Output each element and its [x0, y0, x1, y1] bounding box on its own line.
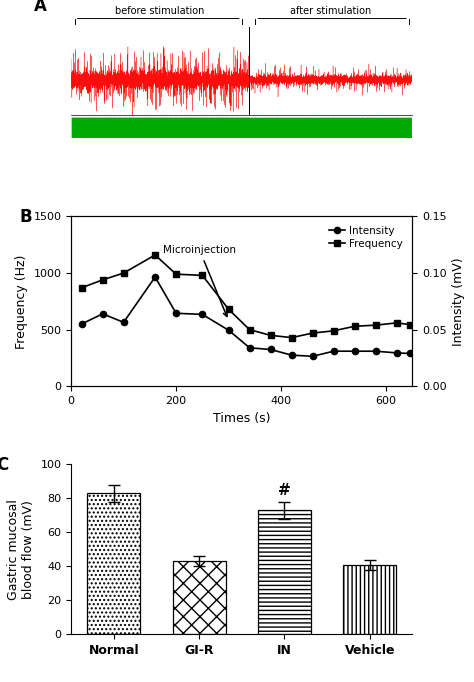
Intensity — [310, 352, 316, 360]
Frequency — [79, 284, 84, 292]
Y-axis label: Intensity (mV): Intensity (mV) — [452, 257, 465, 346]
Frequency — [100, 276, 105, 284]
Intensity — [407, 349, 412, 357]
Y-axis label: Frequency (Hz): Frequency (Hz) — [15, 254, 28, 349]
Text: #: # — [278, 483, 291, 498]
Text: C: C — [0, 456, 8, 474]
Bar — [87, 493, 140, 634]
Intensity — [352, 347, 357, 355]
Text: A: A — [34, 0, 46, 15]
Bar — [258, 510, 311, 634]
Legend: Intensity, Frequency: Intensity, Frequency — [325, 222, 407, 253]
Intensity — [226, 326, 231, 334]
Frequency — [331, 327, 337, 335]
Frequency — [268, 331, 273, 340]
Line: Frequency: Frequency — [79, 252, 413, 341]
Bar — [343, 565, 396, 634]
Intensity — [289, 351, 294, 359]
Intensity — [394, 349, 400, 357]
Frequency — [173, 270, 179, 278]
Intensity — [121, 318, 127, 327]
Frequency — [121, 269, 127, 277]
Intensity — [100, 310, 105, 318]
Intensity — [268, 345, 273, 353]
Intensity — [173, 309, 179, 317]
Bar — [173, 561, 226, 634]
Intensity — [152, 273, 158, 281]
Frequency — [226, 306, 231, 314]
Frequency — [247, 325, 253, 333]
Frequency — [200, 271, 205, 280]
Intensity — [79, 320, 84, 328]
Frequency — [394, 318, 400, 327]
Line: Intensity: Intensity — [79, 274, 413, 359]
Frequency — [352, 322, 357, 330]
Intensity — [247, 344, 253, 352]
Intensity — [331, 347, 337, 355]
X-axis label: Times (s): Times (s) — [213, 411, 271, 425]
Text: after stimulation: after stimulation — [290, 6, 371, 16]
Frequency — [289, 333, 294, 342]
Text: before stimulation: before stimulation — [115, 6, 204, 16]
Frequency — [407, 321, 412, 329]
Text: Microinjection: Microinjection — [163, 246, 236, 316]
Text: B: B — [20, 208, 33, 226]
Intensity — [200, 310, 205, 318]
Frequency — [373, 321, 378, 329]
Intensity — [373, 347, 378, 355]
Y-axis label: Gastric mucosal
blood flow (mV): Gastric mucosal blood flow (mV) — [7, 499, 35, 599]
Frequency — [310, 329, 316, 337]
Frequency — [152, 251, 158, 259]
